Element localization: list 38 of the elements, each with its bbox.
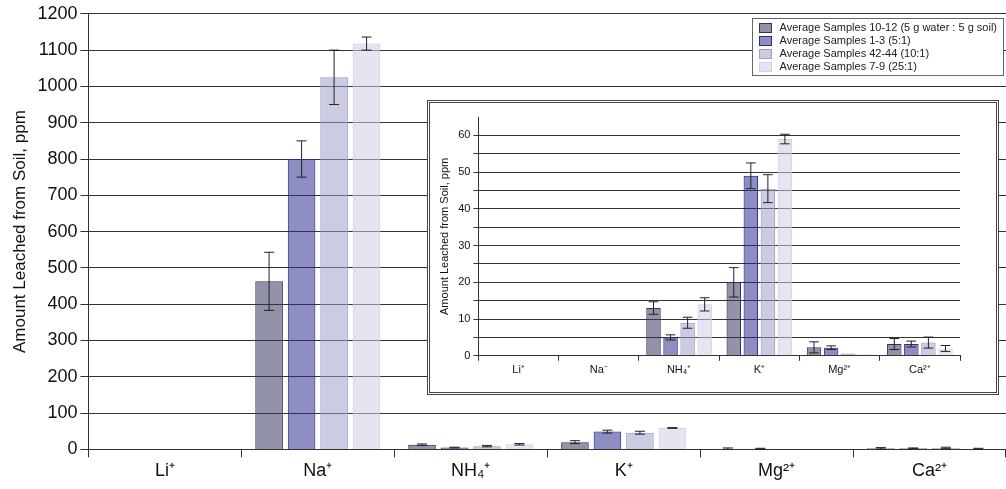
y-tick-label: 50 — [458, 165, 471, 178]
x-tick-label: NH₄⁺ — [451, 460, 491, 481]
legend-label: Average Samples 10-12 (5 g water : 5 g soil) — [779, 21, 997, 34]
y-tick-label: 200 — [47, 365, 78, 386]
legend-label: Average Samples 7-9 (25:1) — [779, 60, 917, 73]
y-axis-title: Amount Leached from Soil, ppm — [437, 157, 450, 315]
x-tick-label: NH₄⁺ — [666, 363, 692, 376]
x-tick-label: Ca²⁺ — [912, 460, 948, 481]
y-tick-label: 30 — [458, 238, 471, 251]
x-tick-label: K⁺ — [753, 363, 766, 376]
y-tick-label: 300 — [47, 329, 78, 350]
x-tick-label: Na⁻ — [589, 363, 608, 376]
x-tick-label: Na⁺ — [303, 460, 333, 481]
y-tick-label: 400 — [47, 293, 78, 314]
x-tick-label: Li⁺ — [154, 460, 175, 481]
y-tick-label: 1000 — [37, 75, 78, 96]
y-tick-label: 700 — [47, 184, 78, 205]
legend-label: Average Samples 42-44 (10:1) — [779, 47, 930, 60]
y-tick-label: 100 — [47, 402, 78, 423]
x-tick-label: Mg²⁺ — [828, 363, 852, 376]
y-tick-label: 0 — [464, 348, 471, 361]
y-tick-label: 1100 — [38, 39, 78, 60]
x-tick-label: Ca²⁺ — [909, 363, 931, 376]
x-tick-label: K⁺ — [614, 460, 633, 481]
y-tick-label: 1200 — [37, 2, 78, 23]
y-tick-label: 10 — [458, 312, 471, 325]
y-tick-label: 500 — [47, 256, 78, 277]
legend-label: Average Samples 1-3 (5:1) — [779, 34, 911, 47]
y-tick-label: 900 — [47, 111, 78, 132]
x-tick-label: Mg²⁺ — [758, 460, 796, 481]
y-axis-title: Amount Leached from Soil, ppm — [9, 110, 29, 354]
y-tick-label: 40 — [458, 201, 471, 214]
x-tick-label: Li⁺ — [512, 363, 525, 376]
y-tick-label: 60 — [458, 128, 471, 141]
y-tick-label: 800 — [47, 147, 78, 168]
y-tick-label: 600 — [47, 220, 78, 241]
y-tick-label: 0 — [67, 438, 78, 459]
y-tick-label: 20 — [458, 275, 471, 288]
